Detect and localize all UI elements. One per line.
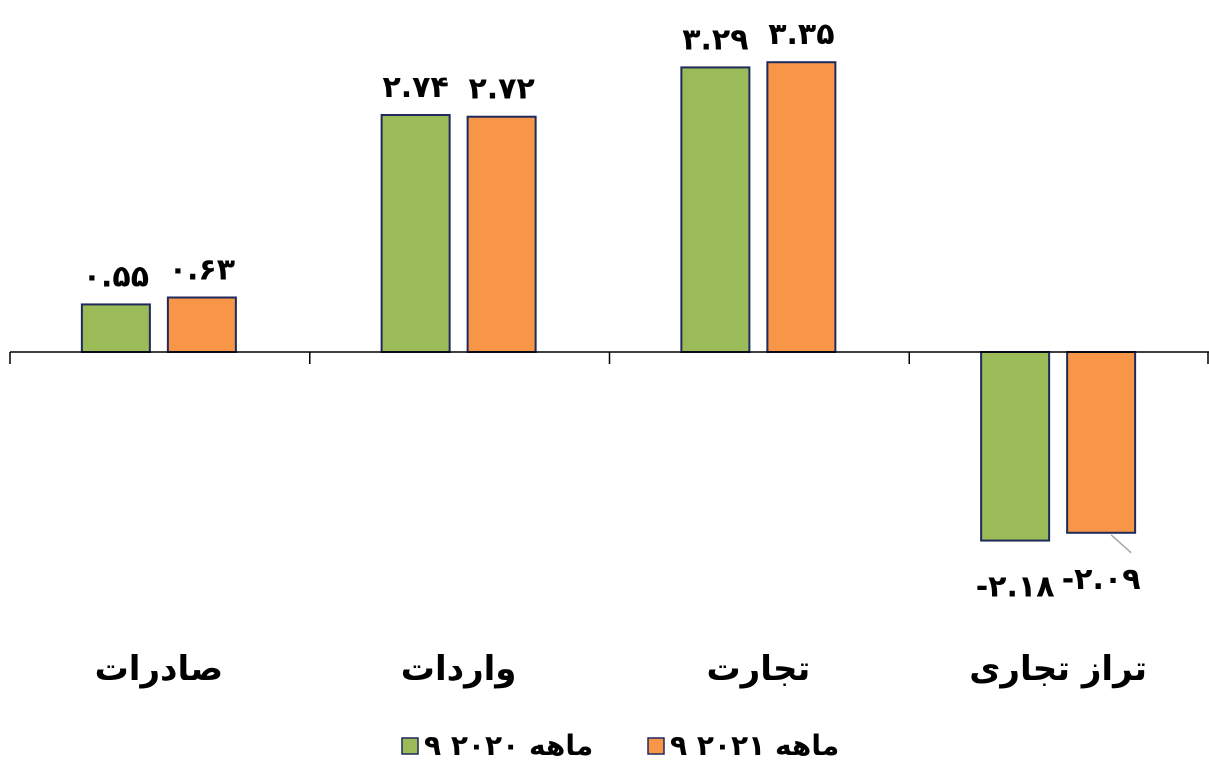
bar-2021-3 (1066, 351, 1137, 534)
legend-label-2021: ۹ ماهه ۲۰۲۱ (670, 729, 839, 762)
category-labels-layer: صادرات واردات تجارت تراز تجاری (95, 649, 1147, 689)
data-label-2020-1: ۲.۷۴ (382, 70, 448, 105)
legend-label-2020: ۹ ماهه ۲۰۲۰ (424, 729, 593, 762)
bar-2020-3 (980, 351, 1051, 542)
data-label-leader-line (1110, 534, 1132, 554)
data-label-2021-3: -۲.۰۹ (1062, 562, 1141, 597)
data-label-2021-1: ۲.۷۲ (468, 72, 534, 107)
bars-layer (80, 61, 1137, 542)
category-label-3: تراز تجاری (969, 649, 1147, 689)
bar-2020-2 (680, 66, 751, 353)
data-label-2020-0: ۰.۵۵ (83, 259, 149, 294)
bar-2020-0 (80, 303, 151, 353)
legend-swatch-2021 (647, 737, 665, 755)
data-label-2020-2: ۳.۲۹ (682, 22, 748, 57)
data-label-2021-0: ۰.۶۳ (169, 253, 235, 288)
legend-swatch-2020 (401, 737, 419, 755)
legend: ۹ ماهه ۲۰۲۱ ۹ ماهه ۲۰۲۰ (401, 729, 839, 762)
bar-2021-1 (466, 115, 537, 353)
data-labels-layer: ۰.۵۵ ۰.۶۳ ۲.۷۴ ۲.۷۲ ۳.۲۹ ۳.۳۵ -۲.۱۸ -۲.۰۹ (83, 17, 1141, 604)
category-label-1: واردات (401, 649, 517, 689)
category-label-0: صادرات (95, 649, 223, 689)
bar-2021-2 (766, 61, 837, 353)
category-label-2: تجارت (706, 649, 810, 689)
bar-2020-1 (380, 113, 451, 353)
data-label-2020-3: -۲.۱۸ (976, 570, 1055, 605)
x-axis (9, 351, 1209, 364)
data-label-2021-2: ۳.۳۵ (768, 17, 834, 52)
bar-2021-0 (166, 296, 237, 354)
